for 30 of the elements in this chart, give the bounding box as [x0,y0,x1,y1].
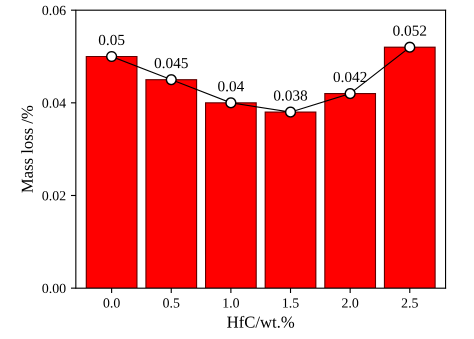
y-tick-label: 0.04 [42,98,66,108]
bar [384,46,436,288]
data-label: 0.04 [218,81,244,92]
bar [145,79,198,288]
y-tick-label: 0.02 [42,191,66,201]
point [106,50,118,62]
x-tick-label: 1.0 [223,298,240,308]
bar [86,56,138,288]
data-label: 0.045 [154,58,188,68]
data-label: 0.042 [334,72,366,82]
x-tick-label: 2.5 [402,298,418,308]
bar [264,112,316,288]
point [166,74,177,86]
point [344,88,356,100]
y-axis-title: Mass loss /% [21,106,33,193]
point [225,97,236,108]
x-axis-title: HfC/wt.% [227,316,294,328]
x-tick-label: 0.0 [103,298,120,308]
x-tick-label: 1.5 [283,298,299,308]
point [404,42,416,53]
data-label: 0.052 [393,25,426,36]
point [284,106,296,118]
y-tick-label: 0.06 [42,6,66,16]
data-label: 0.05 [98,34,124,46]
y-tick-label: 0.00 [42,284,66,294]
bar [204,102,257,288]
bar [324,93,376,288]
x-tick-label: 0.5 [163,298,180,308]
x-tick-label: 2.0 [342,298,358,308]
data-label: 0.038 [274,90,308,101]
